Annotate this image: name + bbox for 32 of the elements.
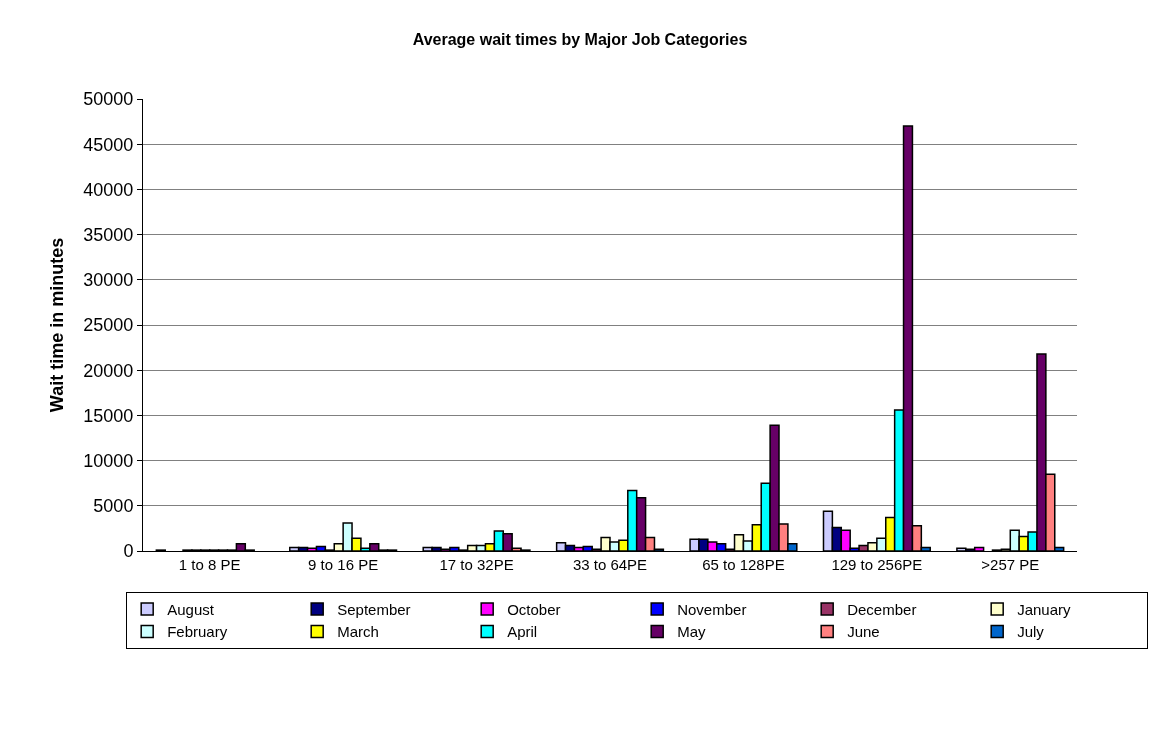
legend-label: December — [847, 600, 917, 618]
x-tick-label: 17 to 32PE — [439, 556, 514, 573]
y-tick-label: 25000 — [83, 315, 134, 336]
legend-label: November — [677, 600, 747, 618]
legend-label: March — [337, 623, 379, 641]
legend-label: July — [1017, 623, 1045, 641]
legend-label: August — [167, 600, 215, 618]
y-tick-label: 40000 — [83, 179, 134, 200]
x-tick-label: 1 to 8 PE — [178, 556, 241, 573]
x-tick-label: 9 to 16 PE — [308, 556, 379, 573]
x-tick-label: 65 to 128PE — [702, 556, 785, 573]
legend-label: April — [507, 623, 538, 641]
legend-label: June — [847, 623, 880, 641]
y-tick-label: 50000 — [83, 89, 134, 110]
y-tick-label: 10000 — [83, 450, 134, 471]
legend-label: May — [677, 623, 707, 641]
x-tick-label: 33 to 64PE — [572, 556, 648, 573]
legend-label: September — [337, 600, 411, 618]
legend-label: February — [167, 623, 228, 641]
y-tick-label: 45000 — [83, 134, 134, 155]
y-tick-label: 5000 — [93, 496, 134, 517]
y-tick-label: 30000 — [83, 270, 134, 291]
y-axis-title: Wait time in minutes — [46, 237, 67, 413]
x-tick-label: 129 to 256PE — [831, 556, 923, 573]
legend-label: October — [507, 600, 561, 618]
legend-label: January — [1017, 600, 1072, 618]
chart-title: Average wait times by Major Job Categories — [412, 31, 748, 49]
x-tick-label: >257 PE — [981, 556, 1040, 573]
y-tick-label: 15000 — [83, 405, 134, 426]
y-tick-label: 35000 — [83, 224, 134, 245]
y-tick-label: 20000 — [83, 360, 134, 381]
y-tick-label: 0 — [123, 541, 134, 562]
